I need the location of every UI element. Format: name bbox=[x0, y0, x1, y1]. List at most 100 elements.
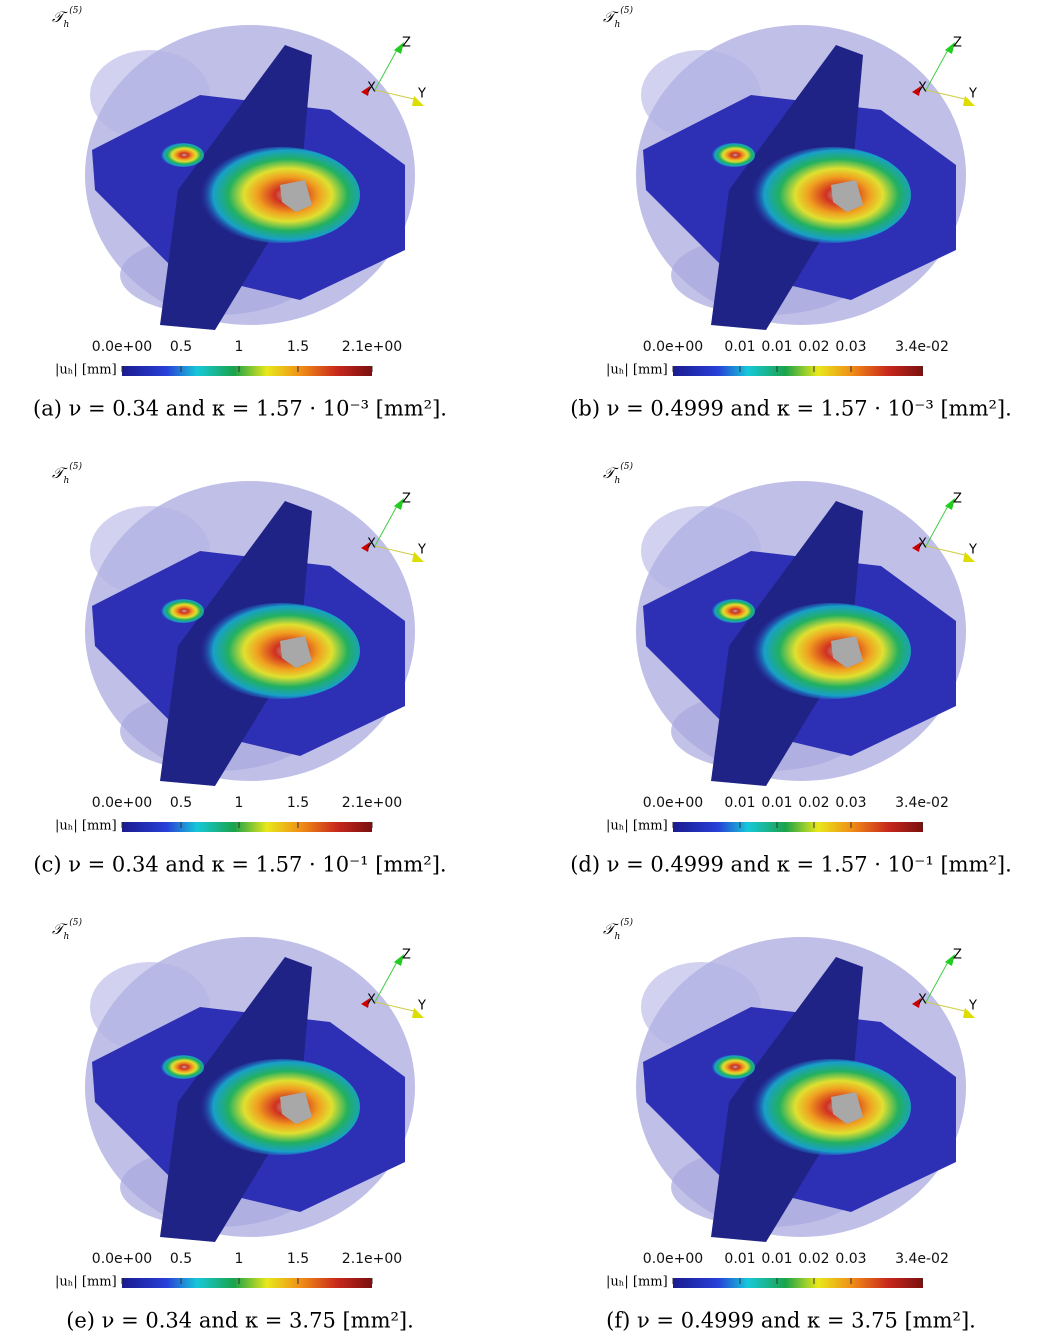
brain-render bbox=[85, 25, 415, 330]
brain-render bbox=[85, 937, 415, 1242]
brain-render bbox=[85, 481, 415, 786]
colorbar-label: |uₕ| [mm] bbox=[606, 819, 668, 834]
colorbar-tick-label: 1.5 bbox=[287, 339, 309, 355]
mesh-sub: h bbox=[64, 932, 70, 942]
colorbar-tick-label: 3.4e-02 bbox=[895, 339, 949, 355]
colorbar-tick-label: 0.0e+00 bbox=[92, 1251, 152, 1267]
colorbar-tick-label: 2.1e+00 bbox=[342, 795, 402, 811]
mesh-sub: h bbox=[64, 476, 70, 486]
axis-z bbox=[926, 48, 949, 90]
field-hotspot bbox=[200, 1059, 360, 1155]
colorbar-tick-label: 3.4e-02 bbox=[895, 1251, 949, 1267]
mesh-label: 𝒯h(5) bbox=[603, 917, 634, 942]
axis-z bbox=[926, 960, 949, 1002]
field-spot bbox=[711, 599, 755, 623]
colorbar-tick-label: 0.01 bbox=[724, 795, 755, 811]
mesh-sub: h bbox=[615, 20, 621, 30]
axis-label-x: X bbox=[367, 993, 376, 1008]
field-hotspot bbox=[200, 603, 360, 699]
caption: (d) ν = 0.4999 and κ = 1.57 · 10⁻¹ [mm²]… bbox=[570, 853, 1012, 877]
caption: (b) ν = 0.4999 and κ = 1.57 · 10⁻³ [mm²]… bbox=[570, 397, 1012, 421]
axis-label-z: Z bbox=[953, 948, 962, 963]
axis-label-y: Y bbox=[968, 543, 977, 558]
mesh-sup: (5) bbox=[69, 5, 82, 16]
mesh-sup: (5) bbox=[620, 461, 633, 472]
caption: (e) ν = 0.34 and κ = 3.75 [mm²]. bbox=[66, 1309, 414, 1333]
axis-z bbox=[375, 48, 398, 90]
colorbar-tick-label: 0.02 bbox=[798, 339, 829, 355]
colorbar-tick-label: 0.01 bbox=[761, 339, 792, 355]
colorbar bbox=[673, 366, 923, 376]
axis-label-z: Z bbox=[953, 36, 962, 51]
mesh-label: 𝒯h(5) bbox=[52, 5, 83, 30]
axis-label-z: Z bbox=[402, 948, 411, 963]
axis-label-y: Y bbox=[968, 87, 977, 102]
colorbar-tick-label: 1 bbox=[235, 1251, 244, 1267]
axis-label-y: Y bbox=[968, 999, 977, 1014]
colorbar bbox=[673, 822, 923, 832]
field-hotspot bbox=[200, 147, 360, 243]
axis-label-z: Z bbox=[953, 492, 962, 507]
panel: 𝒯h(5)ZXY0.0e+000.010.010.020.033.4e-02|u… bbox=[570, 461, 1012, 877]
colorbar-tick-label: 1.5 bbox=[287, 1251, 309, 1267]
colorbar-tick-label: 1 bbox=[235, 339, 244, 355]
field-hotspot bbox=[751, 603, 911, 699]
colorbar-tick-label: 2.1e+00 bbox=[342, 1251, 402, 1267]
colorbar-tick-label: 1.5 bbox=[287, 795, 309, 811]
field-spot bbox=[160, 599, 204, 623]
brain-render bbox=[636, 937, 966, 1242]
axis-label-x: X bbox=[918, 81, 927, 96]
colorbar-tick-label: 0.0e+00 bbox=[643, 339, 703, 355]
colorbar-tick-label: 0.0e+00 bbox=[92, 795, 152, 811]
axis-label-z: Z bbox=[402, 492, 411, 507]
figure: 𝒯h(5) Z X Y 0.0e+00 0.5 1 1.5 2.1e+00 |uₕ| [mm] (a… bbox=[0, 0, 1037, 1338]
colorbar-tick-label: 0.03 bbox=[835, 1251, 866, 1267]
colorbar-tick-label: 0.5 bbox=[170, 1251, 192, 1267]
colorbar bbox=[122, 1278, 372, 1288]
colorbar-tick-label: 0.02 bbox=[798, 795, 829, 811]
field-spot bbox=[711, 143, 755, 167]
colorbar-tick-label: 0.0e+00 bbox=[92, 339, 152, 355]
axis-label-y: Y bbox=[417, 999, 426, 1014]
axis-label-z: Z bbox=[402, 36, 411, 51]
axis-z bbox=[926, 504, 949, 546]
caption: (f) ν = 0.4999 and κ = 3.75 [mm²]. bbox=[606, 1309, 976, 1333]
colorbar bbox=[122, 366, 372, 376]
colorbar-label: |uₕ| [mm] bbox=[606, 1275, 668, 1290]
colorbar-tick-label: 0.0e+00 bbox=[643, 795, 703, 811]
axis-label-x: X bbox=[918, 993, 927, 1008]
colorbar-tick-label: 0.0e+00 bbox=[643, 1251, 703, 1267]
axis-label-x: X bbox=[367, 81, 376, 96]
mesh-sup: (5) bbox=[620, 917, 633, 928]
caption: (a) ν = 0.34 and κ = 1.57 · 10⁻³ [mm²]. bbox=[33, 397, 447, 421]
mesh-sub: h bbox=[615, 932, 621, 942]
mesh-label: 𝒯h(5) bbox=[52, 461, 83, 486]
caption: (c) ν = 0.34 and κ = 1.57 · 10⁻¹ [mm²]. bbox=[33, 853, 446, 877]
axis-z bbox=[375, 960, 398, 1002]
mesh-sup: (5) bbox=[69, 461, 82, 472]
mesh-sup: (5) bbox=[620, 5, 633, 16]
mesh-sub: h bbox=[615, 476, 621, 486]
axis-label-x: X bbox=[367, 537, 376, 552]
colorbar-tick-label: 0.03 bbox=[835, 795, 866, 811]
colorbar-tick-label: 0.5 bbox=[170, 339, 192, 355]
axis-label-x: X bbox=[918, 537, 927, 552]
colorbar-label: |uₕ| [mm] bbox=[55, 819, 117, 834]
mesh-label: 𝒯h(5) bbox=[52, 917, 83, 942]
mesh-label: 𝒯h(5) bbox=[603, 5, 634, 30]
mesh-sub: h bbox=[64, 20, 70, 30]
axis-label-y: Y bbox=[417, 87, 426, 102]
colorbar-label: |uₕ| [mm] bbox=[606, 363, 668, 378]
colorbar-tick-label: 1 bbox=[235, 795, 244, 811]
colorbar-tick-label: 0.01 bbox=[724, 339, 755, 355]
field-spot bbox=[711, 1055, 755, 1079]
brain-render bbox=[636, 481, 966, 786]
colorbar bbox=[673, 1278, 923, 1288]
colorbar-tick-label: 3.4e-02 bbox=[895, 795, 949, 811]
colorbar-tick-label: 0.02 bbox=[798, 1251, 829, 1267]
